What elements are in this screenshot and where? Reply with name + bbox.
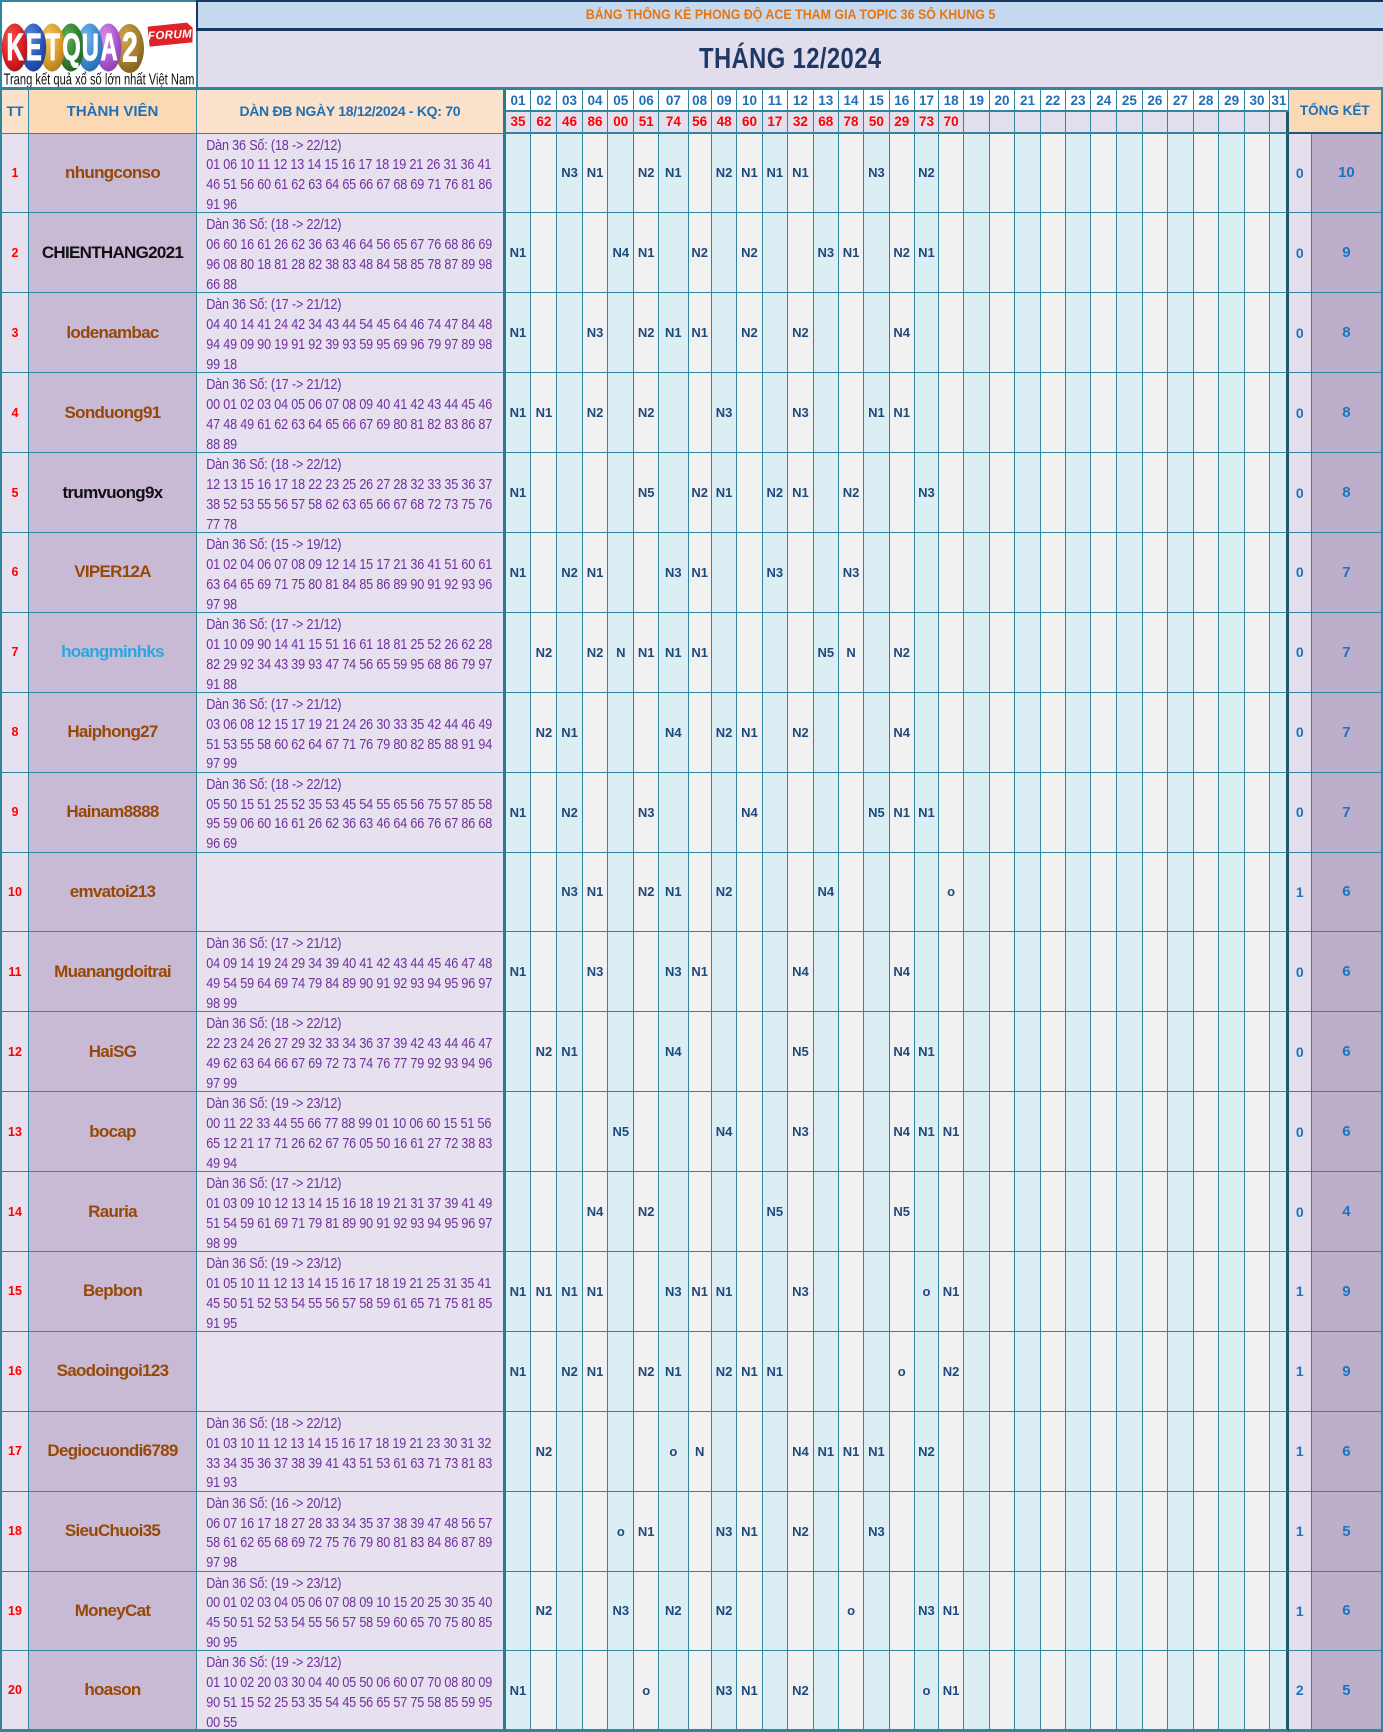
svg-text:2: 2 — [122, 24, 137, 71]
svg-text:E: E — [26, 25, 42, 68]
svg-text:A: A — [101, 25, 118, 68]
svg-text:Trang kết quả xổ số lớn nhất V: Trang kết quả xổ số lớn nhất Việt Nam — [4, 71, 195, 87]
svg-text:Q: Q — [62, 25, 80, 68]
svg-text:FORUM: FORUM — [148, 28, 193, 42]
svg-text:K: K — [7, 25, 24, 68]
svg-text:U: U — [82, 25, 99, 68]
svg-text:T: T — [46, 25, 60, 68]
